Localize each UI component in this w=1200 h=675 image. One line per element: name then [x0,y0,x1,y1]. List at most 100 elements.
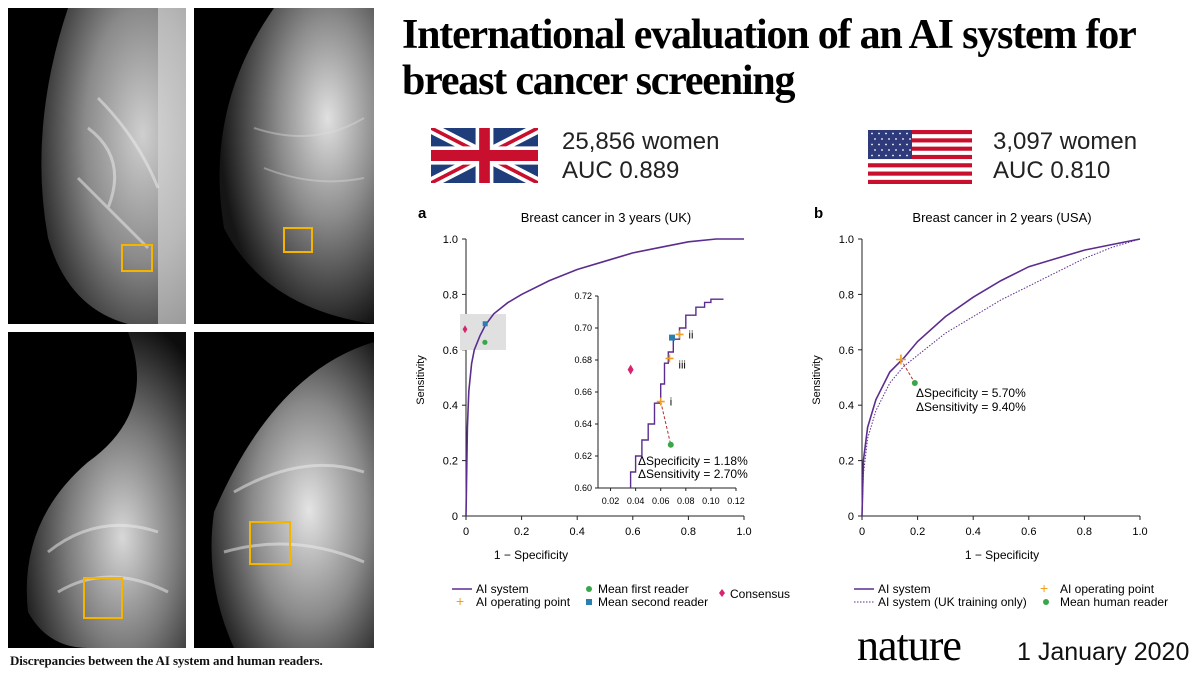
legend-consensus: Consensus [730,587,790,601]
x-tick-label: 0.8 [681,526,696,538]
legend-op-swatch: + [456,593,464,609]
x-tick-label: 0.8 [1077,526,1092,538]
y-tick-label: 1.0 [443,234,458,246]
flag-star [885,143,887,146]
marker-mean-second-reader [482,321,488,327]
x-tick-label: 0.6 [625,526,640,538]
inset-operating-point-iii [665,354,674,363]
y-tick-label: 0 [452,511,458,523]
y-axis-label: Sensitivity [415,355,427,405]
inset-x-tick-label: 0.02 [602,496,620,506]
usa-auc: AUC 0.810 [993,157,1111,184]
chart-title: Breast cancer in 2 years (USA) [912,210,1091,225]
flag-star [871,154,873,157]
inset-operating-point-label: iii [679,359,686,371]
flag-star [874,149,876,151]
inset-x-tick-label: 0.08 [677,496,695,506]
y-tick-label: 0.6 [839,345,854,357]
flag-star [871,132,873,135]
legend-mean-second-reader: Mean second reader [598,595,708,609]
flag-stripe [868,154,972,160]
lesion-box [121,244,153,272]
flag-star [906,143,908,146]
uk-flag-icon [431,128,538,183]
flag-star [906,154,908,157]
title-line-2: breast cancer screening [402,58,796,104]
flag-stripe [868,130,972,135]
lesion-box [249,521,291,565]
flag-star [878,143,880,146]
inset-y-tick-label: 0.64 [574,419,592,429]
uk-auc: AUC 0.889 [562,157,680,184]
delta-line [900,359,916,384]
chart-usa: b Breast cancer in 2 years (USA) 0 0.2 0.4… [811,205,1168,609]
delta-specificity: ΔSpecificity = 5.70% [916,386,1026,400]
uk-stats: 25,856 women AUC 0.889 [562,127,719,185]
flag-star [878,132,880,135]
y-tick-label: 0 [848,511,854,523]
delta-sensitivity: ΔSensitivity = 2.70% [638,467,748,481]
inset-x-tick-label: 0.06 [652,496,670,506]
lesion-box [283,227,313,253]
flag-star [892,132,894,135]
x-tick-label: 0.2 [514,526,529,538]
delta-specificity: ΔSpecificity = 1.18% [638,454,748,468]
lesion-box [83,577,123,619]
x-tick-label: 0 [859,526,865,538]
inset-y-tick-label: 0.70 [574,323,592,333]
x-axis-label: 1 − Specificity [494,548,568,562]
y-tick-label: 0.2 [839,456,854,468]
usa-women-count: 3,097 women [993,128,1138,155]
legend-ai-operating-point: AI operating point [1060,582,1155,596]
flag-star [899,154,901,157]
flag-star [892,143,894,146]
delta-sensitivity: ΔSensitivity = 9.40% [916,400,1026,414]
title-line-1: International evaluation of an AI system… [402,12,1137,58]
legend-ai-uk-training: AI system (UK training only) [878,595,1027,609]
x-tick-label: 1.0 [736,526,751,538]
flag-star [881,149,883,151]
flag-stripe [868,138,972,143]
inset-operating-point-ii [675,330,684,339]
mammogram-bottom-left [8,332,186,648]
flag-stripe [868,167,972,172]
inset-y-tick-label: 0.62 [574,451,592,461]
page-title: International evaluation of an AI system… [402,12,1192,104]
x-tick-label: 0.6 [1021,526,1036,538]
y-tick-label: 0.6 [443,345,458,357]
flag-star [871,143,873,146]
flag-stripe [868,142,972,147]
x-axis-label: 1 − Specificity [965,548,1039,562]
x-tick-label: 1.0 [1132,526,1147,538]
flag-star [874,138,876,140]
legend-ai-system: AI system [476,582,529,596]
mammogram-top-left [8,8,186,324]
flag-star [899,132,901,135]
us-flag-icon [868,130,972,184]
flag-star [892,154,894,157]
flag-stripe [868,146,972,152]
x-tick-label: 0.4 [966,526,981,538]
inset-mean-second-reader [669,334,676,341]
uk-women-count: 25,856 women [562,128,720,155]
y-tick-label: 0.4 [443,400,458,412]
flag-star [902,149,904,151]
mean-human-reader [911,380,918,387]
nature-logo: nature [857,621,962,670]
flag-star [878,154,880,157]
inset-operating-point-label: i [670,397,672,409]
legend-first-reader-swatch [586,586,592,592]
inset-y-tick-label: 0.68 [574,355,592,365]
flag-star [899,143,901,146]
chart-title: Breast cancer in 3 years (UK) [521,210,692,225]
x-tick-label: 0 [463,526,469,538]
flag-stripe [868,134,972,139]
zoom-region [460,314,506,350]
flag-star [902,138,904,140]
usa-stats: 3,097 women AUC 0.810 [993,127,1137,185]
inset-operating-point-i [656,397,665,406]
roc-curve-ai [465,238,744,517]
y-tick-label: 0.8 [443,289,458,301]
flag-star [888,138,890,140]
roc-curve-ai-uk-training [861,238,1141,517]
